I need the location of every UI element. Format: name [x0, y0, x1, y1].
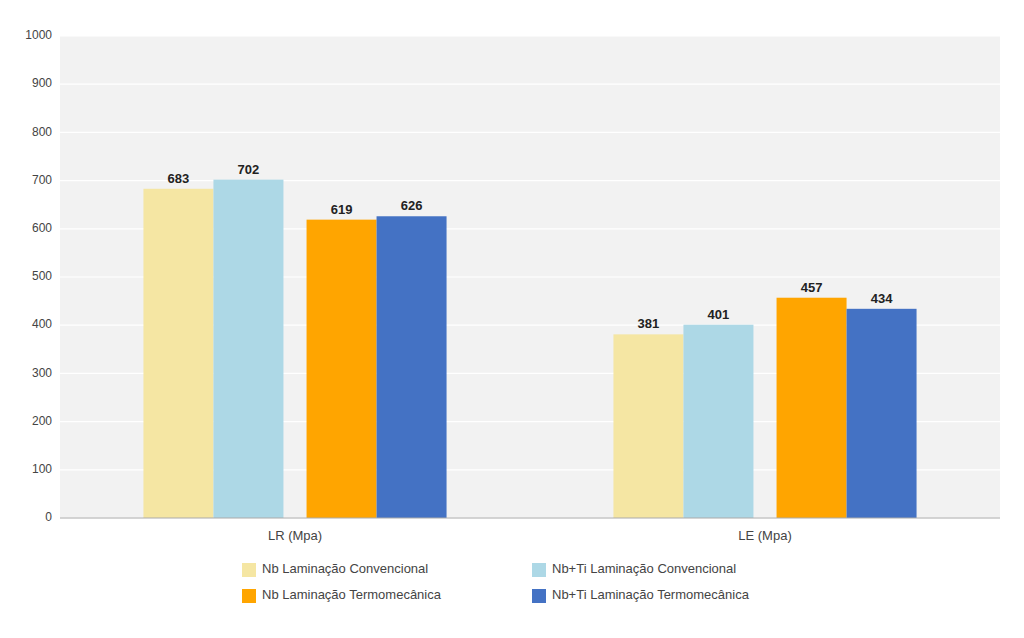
data-label: 381 — [638, 316, 660, 331]
bar — [143, 189, 213, 518]
y-tick-label: 600 — [32, 221, 52, 235]
y-tick-label: 800 — [32, 125, 52, 139]
plot-background — [60, 36, 1000, 518]
data-label: 457 — [801, 280, 823, 295]
y-tick-label: 400 — [32, 317, 52, 331]
bar — [777, 298, 847, 518]
legend-label: Nb+Ti Laminação Convencional — [552, 561, 736, 576]
data-label: 619 — [331, 202, 353, 217]
legend-swatch — [242, 589, 256, 603]
grid-line — [60, 132, 1000, 133]
x-tick-label: LR (Mpa) — [268, 528, 322, 543]
bars — [143, 180, 916, 518]
y-tick-label: 500 — [32, 269, 52, 283]
legend: Nb Laminação Convencional Nb+Ti Laminação… — [242, 561, 750, 603]
grid-line — [60, 180, 1000, 181]
legend-swatch — [242, 563, 256, 577]
data-label: 434 — [871, 291, 893, 306]
legend-label: Nb Laminação Convencional — [262, 561, 428, 576]
bar — [613, 334, 683, 518]
y-tick-label: 300 — [32, 366, 52, 380]
chart-container: 0 100 200 300 400 500 600 700 800 900 1000 683 381 70… — [0, 0, 1024, 638]
chart: 0 100 200 300 400 500 600 700 800 900 1000 683 381 70… — [0, 0, 1024, 638]
y-tick-label: 0 — [45, 510, 52, 524]
data-label: 401 — [708, 307, 730, 322]
legend-label: Nb+Ti Laminação Termomecânica — [552, 587, 750, 602]
y-tick-label: 900 — [32, 76, 52, 90]
y-tick-label: 100 — [32, 462, 52, 476]
bar — [307, 220, 377, 518]
legend-label: Nb Laminação Termomecânica — [262, 587, 442, 602]
data-label: 702 — [238, 162, 260, 177]
grid-line — [60, 517, 1000, 518]
data-label: 683 — [168, 171, 190, 186]
bar — [683, 325, 753, 518]
grid-line — [60, 84, 1000, 85]
legend-swatch — [532, 563, 546, 577]
data-labels: 683 381 702 401 619 457 626 434 — [168, 162, 894, 332]
bar — [213, 180, 283, 518]
legend-swatch — [532, 589, 546, 603]
x-tick-label: LE (Mpa) — [738, 528, 791, 543]
y-tick-label: 1000 — [25, 28, 52, 42]
y-tick-label: 200 — [32, 414, 52, 428]
bar — [847, 309, 917, 518]
grid-line — [60, 35, 1000, 36]
x-axis-line — [60, 518, 1000, 519]
y-tick-label: 700 — [32, 173, 52, 187]
data-label: 626 — [401, 198, 423, 213]
bar — [377, 216, 447, 518]
